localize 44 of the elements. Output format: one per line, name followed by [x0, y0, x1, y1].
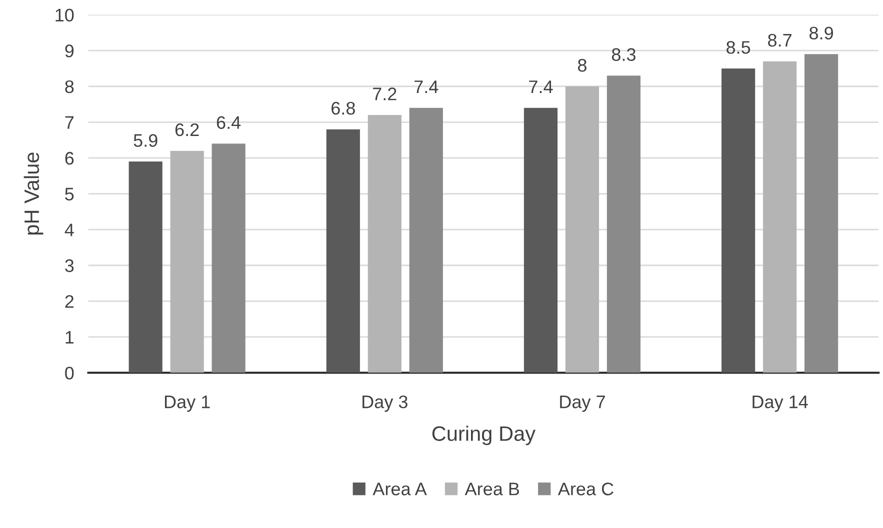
y-tick-label: 4: [64, 224, 74, 236]
y-tick-label: 2: [65, 295, 74, 308]
data-label: 6.8: [332, 102, 355, 115]
bar: [606, 76, 641, 373]
data-label: 7.2: [373, 88, 396, 100]
data-label: 7.4: [414, 80, 438, 93]
y-tick-label: 6: [65, 152, 74, 165]
y-axis-title: pH Value: [24, 152, 44, 235]
bar: [722, 68, 756, 373]
data-label: 5.9: [134, 134, 158, 147]
x-tick-label: Day 3: [362, 395, 408, 412]
bar: [128, 162, 162, 373]
bar: [170, 150, 204, 373]
legend-label: Area B: [464, 482, 520, 496]
y-tick-label: 3: [65, 259, 74, 272]
y-tick-label: 5: [65, 188, 74, 200]
y-tick-label: 7: [65, 116, 74, 129]
y-tick-label: 9: [65, 44, 74, 58]
data-label: 8.5: [726, 41, 750, 54]
data-label: 8.3: [612, 48, 636, 61]
x-tick-label: Day 1: [164, 396, 210, 412]
data-label: 6.2: [175, 123, 199, 136]
y-tick-label: 0: [65, 366, 74, 380]
data-label: 7.4: [529, 80, 553, 93]
bar: [524, 108, 558, 373]
bar: [409, 108, 443, 373]
data-label: 8.9: [810, 26, 833, 40]
bar: [212, 144, 246, 373]
data-label: 6.4: [216, 116, 241, 129]
x-tick-label: Day 7: [560, 396, 605, 412]
y-tick-label: 1: [66, 331, 74, 344]
legend-label: Area C: [558, 482, 614, 496]
x-axis-title: Curing Day: [432, 426, 536, 446]
x-tick-label: Day 14: [752, 396, 808, 412]
bar: [326, 129, 360, 373]
y-tick-label: 8: [65, 80, 74, 94]
legend-label: Area A: [372, 482, 427, 496]
bar: [763, 61, 797, 373]
bar: [804, 54, 838, 373]
y-tick-label: 10: [56, 8, 74, 22]
bar: [368, 115, 402, 373]
bar: [565, 86, 600, 373]
data-label: 8.7: [768, 34, 792, 47]
data-label: 8: [578, 58, 586, 72]
